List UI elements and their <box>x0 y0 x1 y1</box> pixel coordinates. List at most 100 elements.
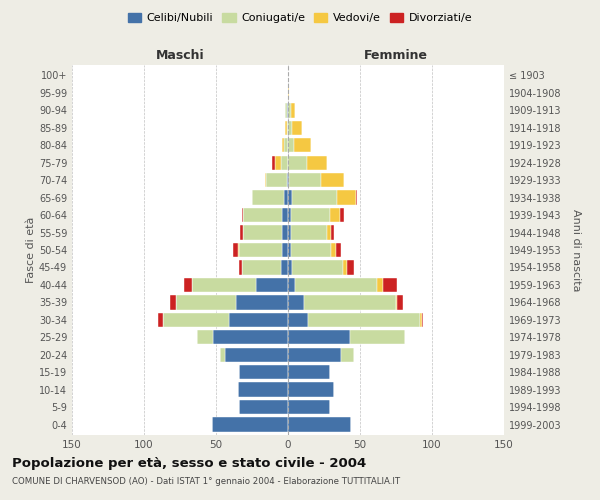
Bar <box>294 138 311 152</box>
Bar <box>239 365 288 380</box>
Bar <box>288 382 334 397</box>
Bar <box>284 138 288 152</box>
Bar <box>244 208 282 222</box>
Bar <box>288 156 307 170</box>
Bar <box>281 260 288 274</box>
Bar <box>242 208 244 222</box>
Bar <box>288 243 291 257</box>
Bar <box>238 243 239 257</box>
Bar <box>282 208 288 222</box>
Bar <box>288 260 292 274</box>
Bar <box>285 120 287 135</box>
Text: Popolazione per età, sesso e stato civile - 2004: Popolazione per età, sesso e stato civil… <box>12 458 366 470</box>
Bar <box>244 226 282 239</box>
Bar <box>288 365 330 380</box>
Bar <box>288 295 304 310</box>
Bar <box>422 312 424 327</box>
Bar <box>321 173 344 188</box>
Bar <box>288 173 289 188</box>
Bar <box>282 243 288 257</box>
Bar <box>308 312 421 327</box>
Bar <box>347 260 354 274</box>
Text: COMUNE DI CHARVENSOD (AO) - Dati ISTAT 1° gennaio 2004 - Elaborazione TUTTITALIA: COMUNE DI CHARVENSOD (AO) - Dati ISTAT 1… <box>12 478 400 486</box>
Bar <box>266 173 287 188</box>
Bar <box>275 156 281 170</box>
Bar <box>327 226 331 239</box>
Bar <box>288 418 352 432</box>
Bar <box>288 138 294 152</box>
Bar <box>287 103 288 118</box>
Bar <box>331 243 335 257</box>
Bar <box>288 330 350 344</box>
Bar <box>170 295 176 310</box>
Bar <box>239 243 282 257</box>
Bar <box>288 400 330 414</box>
Bar <box>292 260 343 274</box>
Bar <box>288 312 308 327</box>
Bar <box>224 348 288 362</box>
Bar <box>158 312 163 327</box>
Bar <box>331 226 334 239</box>
Bar <box>241 226 244 239</box>
Bar <box>291 208 330 222</box>
Bar <box>340 208 344 222</box>
Bar <box>213 330 288 344</box>
Bar <box>350 330 404 344</box>
Bar <box>307 156 327 170</box>
Bar <box>288 348 341 362</box>
Bar <box>377 278 383 292</box>
Bar <box>236 295 288 310</box>
Bar <box>291 103 295 118</box>
Bar <box>287 120 288 135</box>
Bar <box>220 348 224 362</box>
Bar <box>295 278 377 292</box>
Bar <box>212 418 288 432</box>
Bar <box>356 190 357 205</box>
Bar <box>256 278 288 292</box>
Bar <box>421 312 422 327</box>
Bar <box>288 278 295 292</box>
Bar <box>265 173 266 188</box>
Bar <box>396 295 397 310</box>
Bar <box>281 156 288 170</box>
Bar <box>239 400 288 414</box>
Bar <box>291 243 331 257</box>
Bar <box>383 278 397 292</box>
Bar <box>285 103 287 118</box>
Bar <box>330 208 340 222</box>
Text: Maschi: Maschi <box>155 48 205 62</box>
Bar <box>239 260 242 274</box>
Bar <box>337 190 356 205</box>
Bar <box>397 295 403 310</box>
Bar <box>233 243 238 257</box>
Bar <box>335 243 341 257</box>
Bar <box>197 330 213 344</box>
Bar <box>343 260 347 274</box>
Bar <box>282 138 284 152</box>
Legend: Celibi/Nubili, Coniugati/e, Vedovi/e, Divorziati/e: Celibi/Nubili, Coniugati/e, Vedovi/e, Di… <box>124 8 476 28</box>
Bar <box>288 208 291 222</box>
Bar <box>163 312 229 327</box>
Text: Femmine: Femmine <box>364 48 428 62</box>
Bar <box>229 312 288 327</box>
Bar <box>191 278 256 292</box>
Bar <box>289 173 321 188</box>
Bar <box>292 190 337 205</box>
Bar <box>184 278 191 292</box>
Bar <box>287 173 288 188</box>
Bar <box>176 295 236 310</box>
Bar <box>288 120 292 135</box>
Bar <box>238 382 288 397</box>
Bar <box>288 190 292 205</box>
Bar <box>252 190 284 205</box>
Bar <box>288 103 291 118</box>
Bar <box>284 190 288 205</box>
Bar <box>242 260 281 274</box>
Bar <box>282 226 288 239</box>
Y-axis label: Anni di nascita: Anni di nascita <box>571 209 581 291</box>
Y-axis label: Fasce di età: Fasce di età <box>26 217 36 283</box>
Bar <box>291 226 327 239</box>
Bar <box>304 295 396 310</box>
Bar <box>292 120 302 135</box>
Bar <box>288 86 289 100</box>
